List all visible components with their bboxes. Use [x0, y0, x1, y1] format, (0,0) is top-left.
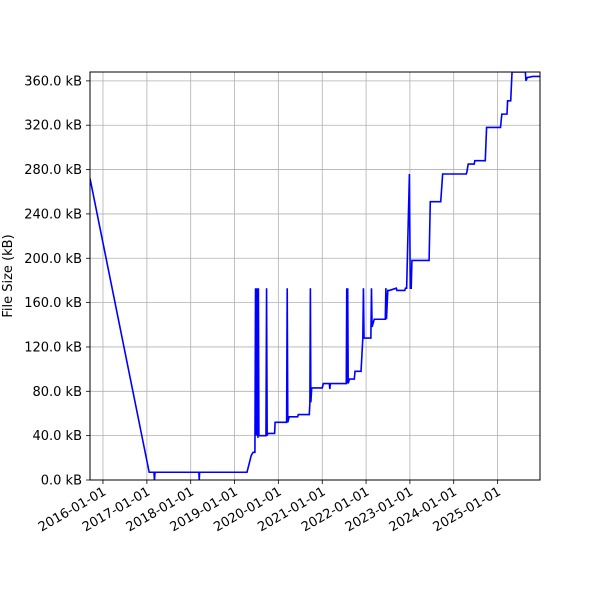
y-tick-label: 160.0 kB — [24, 296, 82, 311]
y-tick-label: 120.0 kB — [24, 340, 82, 355]
y-tick-label: 40.0 kB — [32, 429, 82, 444]
y-axis-label: File Size (kB) — [1, 234, 16, 317]
y-tick-label: 360.0 kB — [24, 74, 82, 89]
x-axis: 2016-01-012017-01-012018-01-012019-01-01… — [36, 480, 504, 535]
series-line-file-size — [90, 72, 540, 480]
y-axis: 0.0 kB 40.0 kB 80.0 kB 120.0 kB 160.0 kB 200.… — [24, 74, 90, 489]
y-tick-label: 320.0 kB — [24, 119, 82, 134]
y-tick-label: 80.0 kB — [32, 385, 82, 400]
grid — [90, 72, 540, 481]
plot-frame — [89, 71, 541, 481]
y-tick-label: 200.0 kB — [24, 252, 82, 267]
y-tick-label: 240.0 kB — [24, 207, 82, 222]
y-tick-label: 280.0 kB — [24, 163, 82, 178]
y-tick-label: 0.0 kB — [41, 474, 82, 489]
